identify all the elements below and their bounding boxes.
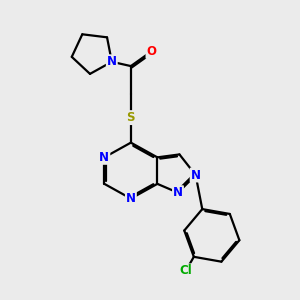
Text: N: N xyxy=(173,186,183,199)
Text: Cl: Cl xyxy=(179,264,192,277)
Text: N: N xyxy=(107,55,117,68)
Text: N: N xyxy=(190,169,201,182)
Text: N: N xyxy=(99,151,110,164)
Text: O: O xyxy=(146,45,157,58)
Text: N: N xyxy=(126,192,136,205)
Text: S: S xyxy=(127,111,135,124)
